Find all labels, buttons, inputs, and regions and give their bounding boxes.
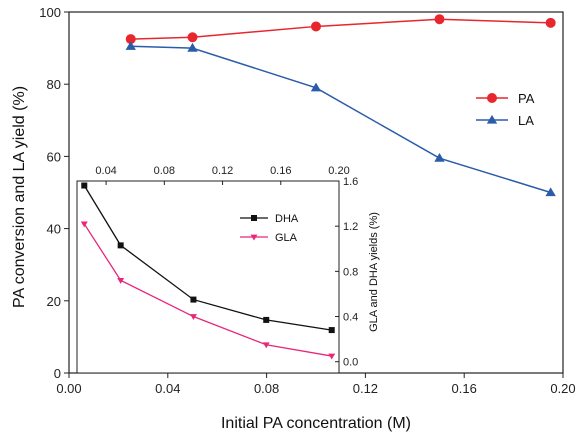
main-data-point-la bbox=[310, 82, 322, 92]
main-legend-label-pa: PA bbox=[518, 91, 535, 106]
inset-y-tick-label: 0.4 bbox=[343, 312, 358, 324]
main-data-point-pa bbox=[545, 17, 556, 28]
main-y-tick-label: 40 bbox=[47, 222, 61, 237]
inset-y-tick-label: 0.8 bbox=[343, 266, 358, 278]
main-x-tick-label: 0.12 bbox=[353, 381, 378, 396]
inset-data-point-dha bbox=[81, 182, 88, 189]
main-data-point-pa bbox=[311, 21, 321, 32]
main-legend-marker-pa bbox=[487, 93, 497, 103]
inset-legend-marker-dha bbox=[251, 215, 257, 221]
main-y-tick-label: 60 bbox=[47, 149, 61, 164]
inset-y-tick-label: 1.2 bbox=[343, 221, 358, 233]
inset-data-point-dha bbox=[263, 316, 270, 323]
inset-legend-label-dha: DHA bbox=[275, 213, 299, 225]
main-x-tick-label: 0.04 bbox=[155, 381, 180, 396]
main-y-tick-label: 20 bbox=[47, 294, 61, 309]
main-data-point-pa bbox=[434, 14, 445, 25]
inset-x-tick-label: 0.04 bbox=[95, 165, 116, 177]
main-plot: 0.00 0.04 0.08 0.12 0.16 0.20 0 20 40 60 80 100 PA LA bbox=[39, 5, 575, 396]
main-data-point-la bbox=[545, 187, 556, 197]
inset-x-tick-label: 0.08 bbox=[154, 165, 175, 177]
main-x-tick-label: 0.08 bbox=[254, 381, 279, 396]
inset-legend-label-gla: GLA bbox=[275, 232, 298, 244]
main-legend-marker-la bbox=[486, 114, 498, 124]
main-data-point-la bbox=[187, 42, 198, 52]
main-y-axis-label: PA conversion and LA yield (%) bbox=[11, 86, 28, 308]
inset-y-tick-label: 0.0 bbox=[343, 357, 358, 369]
inset-x-tick-label: 0.16 bbox=[270, 165, 291, 177]
main-y-tick-label: 100 bbox=[39, 5, 61, 20]
inset-data-point-dha bbox=[190, 296, 197, 303]
main-y-tick-label: 80 bbox=[47, 77, 61, 92]
main-x-tick-label: 0.00 bbox=[56, 381, 81, 396]
main-data-point-pa bbox=[187, 32, 198, 43]
inset-data-point-gla bbox=[189, 314, 197, 320]
main-x-tick-label: 0.20 bbox=[550, 381, 575, 396]
inset-legend-marker-gla bbox=[250, 234, 258, 241]
main-y-tick-label: 0 bbox=[54, 366, 61, 381]
main-data-point-la bbox=[434, 153, 445, 162]
inset-data-point-dha bbox=[117, 242, 124, 249]
inset-data-point-gla bbox=[262, 342, 270, 349]
inset-data-point-gla bbox=[117, 277, 125, 284]
inset-x-tick-label: 0.20 bbox=[328, 165, 349, 177]
inset-data-point-gla bbox=[328, 353, 336, 360]
inset-plot: 0.04 0.08 0.12 0.16 0.20 0.0 0.4 0.8 1.2 1.6 DHA GL… bbox=[76, 165, 358, 374]
inset-y-axis-label: GLA and DHA yields (%) bbox=[368, 212, 380, 332]
inset-data-point-dha bbox=[328, 327, 335, 334]
inset-y-tick-label: 1.6 bbox=[343, 176, 358, 188]
inset-plot-frame bbox=[76, 180, 340, 374]
inset-x-tick-label: 0.12 bbox=[212, 165, 233, 177]
main-x-axis-label: Initial PA concentration (M) bbox=[221, 415, 411, 432]
main-x-tick-label: 0.16 bbox=[452, 381, 477, 396]
inset-data-point-gla bbox=[80, 221, 88, 228]
main-data-point-la bbox=[125, 41, 136, 50]
main-legend-label-la: LA bbox=[518, 113, 534, 128]
